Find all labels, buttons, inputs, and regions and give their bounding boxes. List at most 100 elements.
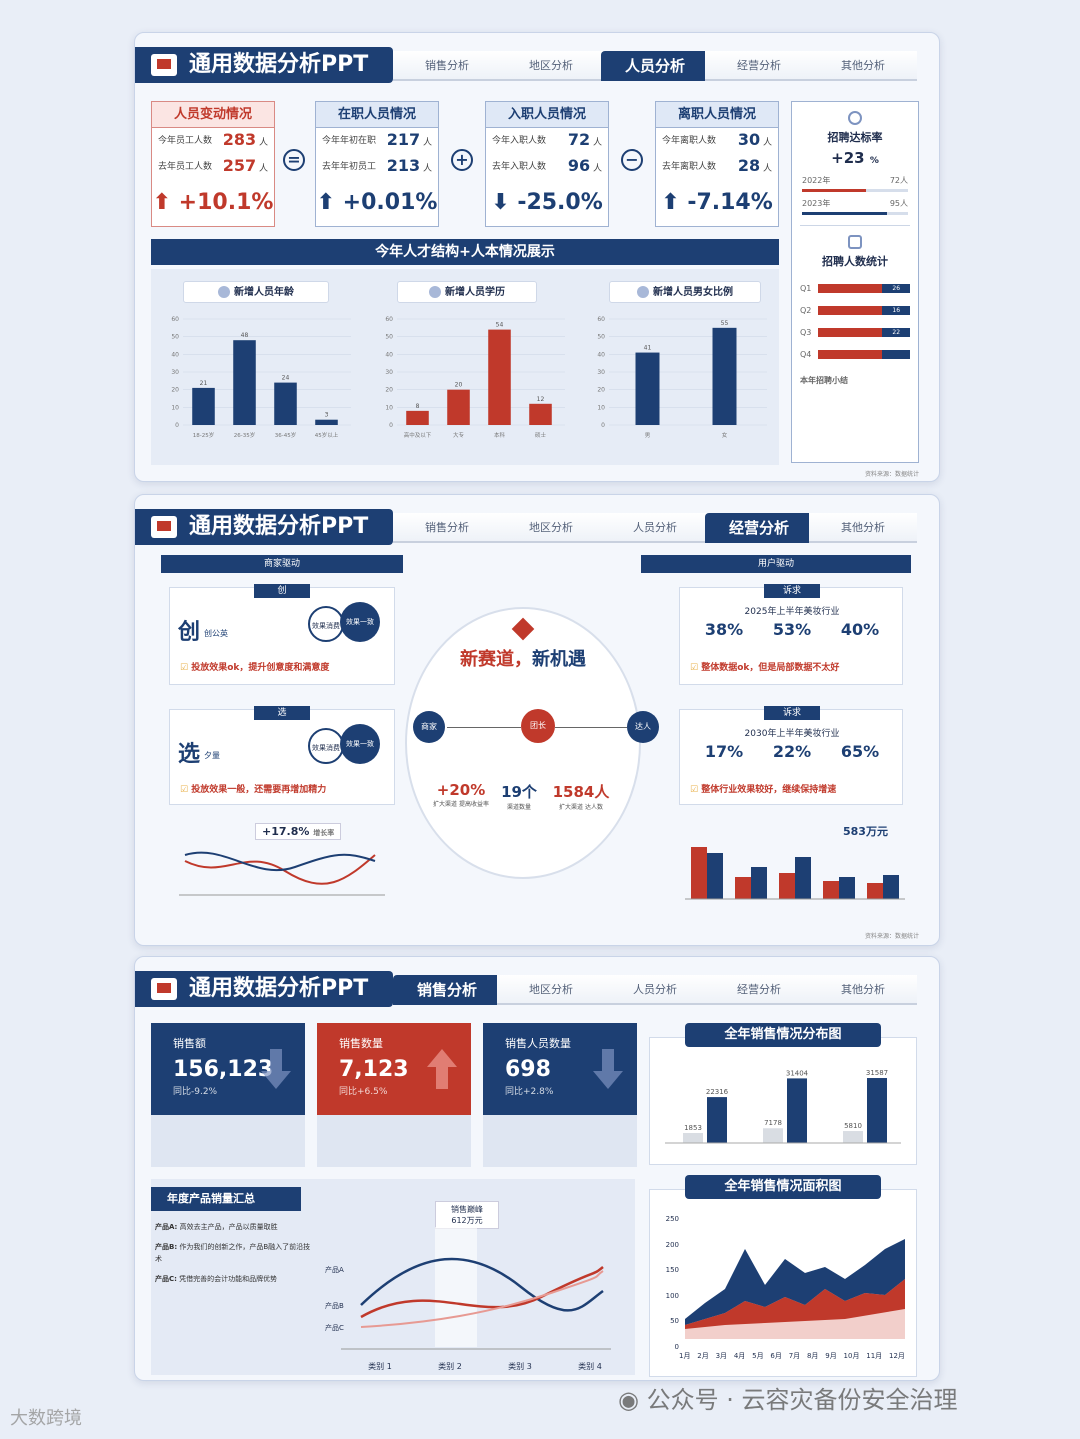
wechat-icon: ◉ <box>618 1386 639 1414</box>
progress-2023 <box>802 212 908 215</box>
center-stats: +20% 扩大渠道 提高收益率 19个 渠道数量 1584人 扩大渠道 达人数 <box>431 781 615 811</box>
recruit-panel: 招聘达标率 +23 % 2022年 72人 2023年 95人 招聘人数统计 Q1 2… <box>791 101 919 463</box>
note-key: 产品C: <box>155 1275 177 1283</box>
unit: 人 <box>422 163 432 174</box>
kpi-card-change: 人员变动情况 今年员工人数 283 人 去年员工人数 257 人 ⬆ +10.1% <box>151 101 275 227</box>
year-label: 2023年 <box>802 199 831 208</box>
tab-personnel[interactable]: 人员分析 <box>601 513 709 543</box>
kpi-row-value: 213 <box>386 155 421 175</box>
tab-other[interactable]: 其他分析 <box>809 513 917 543</box>
tab-operations[interactable]: 经营分析 <box>705 975 813 1005</box>
tab-region[interactable]: 地区分析 <box>497 975 605 1005</box>
create-check: 投放效果ok，提升创意度和满意度 <box>191 663 330 673</box>
recruit-note: 本年招聘小结 <box>800 376 848 385</box>
stat-item: 1584人 扩大渠道 达人数 <box>547 781 615 811</box>
bar <box>192 387 215 425</box>
create-char: 创 <box>178 620 201 645</box>
chart-gender: 0 10 20 30 40 50 60 41 男 55 女 <box>597 316 767 439</box>
kpi-row-value: 30 <box>737 129 761 149</box>
tab-region[interactable]: 地区分析 <box>497 51 605 81</box>
q-value: 16 <box>882 305 910 315</box>
bar <box>763 1128 783 1143</box>
arrow-down-icon: ⬇ <box>491 190 510 215</box>
note-text: 作为我们的创新之作，产品B融入了前沿技术 <box>155 1243 311 1263</box>
slide-sales: 通用数据分析PPT 销售分析 地区分析 人员分析 经营分析 其他分析 销售额 15… <box>134 956 940 1381</box>
x-tick: 类别 4 <box>578 1362 602 1371</box>
tab-other[interactable]: 其他分析 <box>809 51 917 81</box>
brand-title: 通用数据分析PPT <box>135 971 393 1007</box>
tab-operations[interactable]: 经营分析 <box>705 51 813 81</box>
title-part: 新机遇 <box>532 649 586 670</box>
growth-note: +17.8% 增长率 <box>255 823 342 840</box>
kpi-row-label: 今年员工人数 <box>158 136 213 146</box>
x-tick: 8月 <box>806 1352 819 1360</box>
node-effect: 效果消费 <box>308 606 344 642</box>
kpi-row-label: 去年离职人数 <box>662 162 717 172</box>
card-value: 156,123 <box>173 1057 274 1082</box>
tab-other[interactable]: 其他分析 <box>809 975 917 1005</box>
product-note: 产品A: 高效去主产品，产品以质量取胜 <box>155 1221 315 1233</box>
equals-icon: = <box>283 149 305 171</box>
kpi-change: -7.14% <box>687 190 773 215</box>
y-tick: 40 <box>171 351 179 358</box>
y-tick: 60 <box>385 316 393 323</box>
y-tick: 0 <box>674 1342 679 1351</box>
slide-header: 通用数据分析PPT 销售分析 地区分析 人员分析 经营分析 其他分析 <box>135 509 939 549</box>
demand-value: 40% <box>840 620 880 639</box>
x-tick: 9月 <box>825 1352 837 1360</box>
pill-label: 新增人员年龄 <box>234 287 294 298</box>
tab-personnel[interactable]: 人员分析 <box>601 51 709 81</box>
select-box: 选 选 夕量 效果消费 效果一致 ☑ 投放效果一般，还需要再增加精力 <box>169 706 395 805</box>
note-key: 产品B: <box>155 1243 178 1251</box>
tab-region[interactable]: 地区分析 <box>497 513 605 543</box>
tab-sales[interactable]: 销售分析 <box>393 513 501 543</box>
x-tick: 高中及以下 <box>404 431 432 439</box>
q-bar-row: Q4 <box>800 343 910 365</box>
recruit-rate-title: 招聘达标率 <box>827 131 883 144</box>
bar <box>707 1097 727 1143</box>
data-label: 3 <box>325 412 329 419</box>
series-label: 产品B <box>325 1302 344 1310</box>
mini-title: 诉求 <box>764 706 820 720</box>
line-x-axis: 类别 1 类别 2 类别 3 类别 4 <box>345 1361 625 1372</box>
card-value: 7,123 <box>339 1057 409 1082</box>
x-tick: 45岁以上 <box>315 431 339 439</box>
tab-operations[interactable]: 经营分析 <box>705 513 813 543</box>
stat-value: 1584人 <box>552 783 610 801</box>
note-key: 产品A: <box>155 1223 178 1231</box>
tab-sales[interactable]: 销售分析 <box>393 975 501 1005</box>
target-icon <box>792 110 918 129</box>
mini-title: 创 <box>254 584 310 598</box>
chart-icon <box>792 234 918 253</box>
y-tick: 20 <box>597 387 605 394</box>
growth-value: +17.8% <box>262 825 310 838</box>
x-tick: 7月 <box>788 1352 801 1360</box>
data-label: 54 <box>496 322 504 329</box>
data-label: 8 <box>416 403 420 410</box>
pill-edu: 新增人员学历 <box>397 281 537 303</box>
arrow-line <box>555 727 627 728</box>
y-tick: 10 <box>597 404 605 411</box>
pill-age: 新增人员年龄 <box>183 281 329 303</box>
data-label: 41 <box>644 345 652 352</box>
talent-banner: 今年人才结构+人本情况展示 <box>151 239 779 265</box>
tab-personnel[interactable]: 人员分析 <box>601 975 709 1005</box>
card-compare: 同比+6.5% <box>339 1087 388 1097</box>
pill-label: 新增人员男女比例 <box>653 287 733 298</box>
bar <box>406 410 429 425</box>
mini-title: 选 <box>254 706 310 720</box>
kpi-row-label: 去年员工人数 <box>158 162 213 172</box>
y-tick: 20 <box>385 387 393 394</box>
x-tick: 类别 3 <box>508 1362 532 1371</box>
unit: 人 <box>762 137 772 148</box>
year-value: 95人 <box>889 199 908 208</box>
trend-line-chart <box>179 851 385 896</box>
title-part: 新赛道， <box>460 649 532 670</box>
tab-sales[interactable]: 销售分析 <box>393 51 501 81</box>
check-icon: ☑ <box>180 785 189 795</box>
x-tick: 26-35岁 <box>234 431 255 439</box>
progress-2022 <box>802 189 908 192</box>
kpi-row-label: 今年离职人数 <box>662 136 717 146</box>
kpi-title: 在职人员情况 <box>316 102 438 128</box>
sales-amount-card: 销售额 156,123 同比-9.2% <box>151 1023 305 1167</box>
